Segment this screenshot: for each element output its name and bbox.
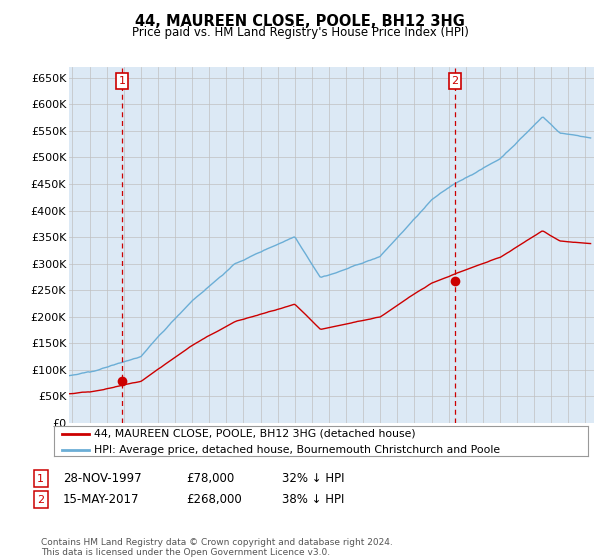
Text: 2: 2 (451, 76, 458, 86)
Text: Price paid vs. HM Land Registry's House Price Index (HPI): Price paid vs. HM Land Registry's House … (131, 26, 469, 39)
Text: £78,000: £78,000 (186, 472, 234, 486)
Text: 1: 1 (119, 76, 125, 86)
Text: HPI: Average price, detached house, Bournemouth Christchurch and Poole: HPI: Average price, detached house, Bour… (94, 445, 500, 455)
Text: 1: 1 (37, 474, 44, 484)
Text: 28-NOV-1997: 28-NOV-1997 (63, 472, 142, 486)
Text: Contains HM Land Registry data © Crown copyright and database right 2024.
This d: Contains HM Land Registry data © Crown c… (41, 538, 392, 557)
Text: 15-MAY-2017: 15-MAY-2017 (63, 493, 139, 506)
Text: 44, MAUREEN CLOSE, POOLE, BH12 3HG (detached house): 44, MAUREEN CLOSE, POOLE, BH12 3HG (deta… (94, 429, 416, 439)
Text: 38% ↓ HPI: 38% ↓ HPI (282, 493, 344, 506)
Text: £268,000: £268,000 (186, 493, 242, 506)
Text: 44, MAUREEN CLOSE, POOLE, BH12 3HG: 44, MAUREEN CLOSE, POOLE, BH12 3HG (135, 14, 465, 29)
Text: 32% ↓ HPI: 32% ↓ HPI (282, 472, 344, 486)
Text: 2: 2 (37, 494, 44, 505)
